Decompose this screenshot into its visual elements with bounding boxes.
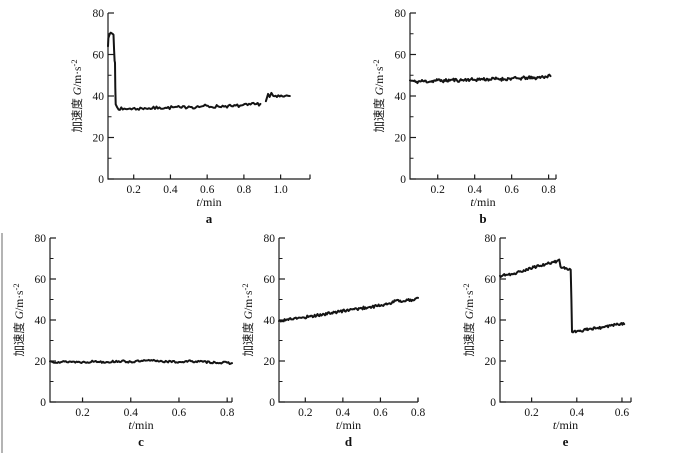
subplot-b: 0 20 40 60 80 0.2 0.4 0.6 0.8 t/min 加速度 G/m·s-2 b [371, 8, 557, 226]
subplot-a-ytick-label-40: 40 [93, 91, 105, 103]
subplot-d-xtick-label-0.2: 0.2 [298, 407, 313, 419]
subplot-d-xtick-label-0.8: 0.8 [411, 407, 426, 419]
subplot-e-xlabel: t/min [553, 418, 578, 432]
subplot-b-panel-label: b [479, 211, 486, 226]
subplot-c-xtick-label-0.8: 0.8 [220, 407, 235, 419]
subplot-d-ylabel: 加速度 G/m·s-2 [240, 283, 255, 356]
subplot-e-ytick-label-20: 20 [485, 356, 497, 368]
subplot-e-ylabel: 加速度 G/m·s-2 [461, 283, 476, 356]
subplot-e-ytick-label-40: 40 [485, 315, 497, 327]
subplot-c-ytick-label-80: 80 [35, 233, 47, 245]
subplot-a-ytick-label-80: 80 [93, 8, 105, 20]
subplot-d-xlabel: t/min [336, 418, 361, 432]
subplot-d-xtick-label-0.6: 0.6 [373, 407, 388, 419]
subplot-e-xtick-label-0.4: 0.4 [570, 407, 585, 419]
subplot-d-ytick-label-40: 40 [264, 315, 276, 327]
subplot-d-ytick-label-60: 60 [264, 274, 276, 286]
subplot-e-series-line [499, 258, 626, 334]
subplot-b-axes [409, 13, 556, 180]
subplot-d-axes [278, 238, 418, 403]
subplot-b-ylabel: 加速度 G/m·s-2 [371, 59, 386, 132]
subplot-a-series-line [107, 31, 291, 111]
subplot-a-xtick-label-0.4: 0.4 [163, 184, 178, 196]
subplot-d-panel-label: d [345, 434, 353, 449]
subplot-c-xtick-label-0.6: 0.6 [172, 407, 187, 419]
subplot-d-ytick-label-20: 20 [264, 356, 276, 368]
subplot-a-xtick-label-1: 1.0 [273, 184, 288, 196]
subplot-c-ytick-label-40: 40 [35, 315, 47, 327]
subplot-a-ytick-label-20: 20 [93, 133, 105, 145]
subplot-a: 0 20 40 60 80 0.2 0.4 0.6 0.8 1.0 t/min 加速度 G/m·s-2… [69, 8, 311, 226]
subplot-e-xtick-label-0.6: 0.6 [615, 407, 630, 419]
subplot-a-ylabel: 加速度 G/m·s-2 [69, 59, 84, 132]
subplot-c-ytick-label-20: 20 [35, 356, 47, 368]
scan-edge-line [1, 233, 3, 453]
subplot-c-xtick-label-0.2: 0.2 [75, 407, 90, 419]
subplot-a-ytick-label-0: 0 [98, 174, 104, 186]
subplot-c-ylabel: 加速度 G/m·s-2 [11, 283, 26, 356]
subplot-e-axes [499, 238, 631, 403]
subplot-a-ytick-label-60: 60 [93, 50, 105, 62]
subplot-d-series-line [278, 296, 419, 323]
subplot-c-series-line [49, 358, 233, 365]
subplot-c-xtick-label-0.4: 0.4 [124, 407, 139, 419]
subplot-e-xtick-label-0.2: 0.2 [524, 407, 539, 419]
subplot-a-xtick-label-0.8: 0.8 [237, 184, 252, 196]
subplot-d-ytick-label-80: 80 [264, 233, 276, 245]
subplot-a-xlabel: t/min [196, 195, 221, 209]
subplot-b-xtick-label-0.2: 0.2 [431, 184, 446, 196]
subplot-c-xlabel: t/min [128, 418, 153, 432]
subplot-c-axes [49, 238, 232, 403]
subplot-e-ytick-label-60: 60 [485, 274, 497, 286]
subplot-d: 0 20 40 60 80 0.2 0.4 0.6 0.8 t/min 加速度 G/m·s-2 d [240, 233, 425, 449]
subplot-b-ytick-label-20: 20 [395, 133, 407, 145]
subplot-e-ytick-label-0: 0 [490, 397, 496, 409]
subplot-e-ytick-label-80: 80 [485, 233, 497, 245]
subplot-b-xtick-label-0.4: 0.4 [467, 184, 482, 196]
subplot-b-ytick-label-40: 40 [395, 91, 407, 103]
subplot-c-ytick-label-60: 60 [35, 274, 47, 286]
subplot-b-ytick-label-60: 60 [395, 50, 407, 62]
subplot-d-xtick-label-0.4: 0.4 [336, 407, 351, 419]
subplot-d-ytick-label-0: 0 [269, 397, 275, 409]
subplot-a-xtick-label-0.2: 0.2 [127, 184, 142, 196]
subplot-b-series-line [409, 73, 552, 85]
subplot-a-panel-label: a [206, 211, 213, 226]
subplot-b-xtick-label-0.8: 0.8 [541, 184, 556, 196]
subplot-b-ytick-label-0: 0 [400, 174, 406, 186]
subplot-b-xtick-label-0.6: 0.6 [504, 184, 519, 196]
subplot-e-panel-label: e [563, 434, 569, 449]
subplot-b-ytick-label-80: 80 [395, 8, 407, 20]
subplot-c-ytick-label-0: 0 [40, 397, 46, 409]
subplot-c: 0 20 40 60 80 0.2 0.4 0.6 0.8 t/min 加速度 G/m·s-2 c [11, 233, 235, 449]
subplot-b-xlabel: t/min [470, 195, 495, 209]
subplot-a-xtick-label-0.6: 0.6 [200, 184, 215, 196]
subplot-e: 0 20 40 60 80 0.2 0.4 0.6 t/min 加速度 G/m·s-2 e [461, 233, 632, 449]
subplot-c-panel-label: c [138, 434, 144, 449]
